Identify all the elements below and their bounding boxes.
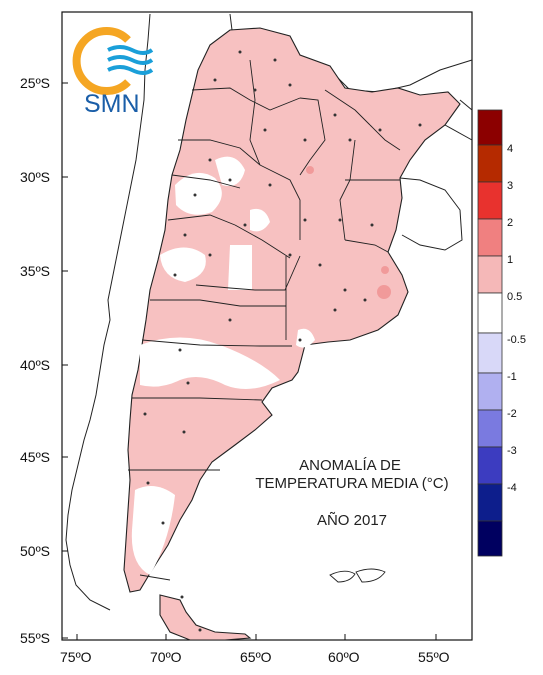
tierra-del-fuego — [159, 594, 252, 641]
legend-label: 2 — [507, 217, 513, 229]
lon-label: 75ºO — [60, 649, 92, 665]
legend-swatch — [477, 446, 503, 485]
lat-label: 55ºS — [20, 630, 50, 646]
lat-label: 30ºS — [20, 169, 50, 185]
legend-label: -3 — [507, 445, 517, 457]
legend-label: 4 — [507, 143, 513, 155]
lat-label: 25ºS — [20, 75, 50, 91]
logo-wave-2 — [107, 55, 154, 65]
lat-label: 50ºS — [20, 543, 50, 559]
warm-spots — [306, 166, 391, 299]
legend-swatch — [477, 372, 503, 411]
lat-label: 45ºS — [20, 449, 50, 465]
station-markers — [143, 50, 422, 632]
province-boundaries — [128, 59, 401, 581]
legend-colorbar — [477, 109, 503, 557]
argentina-fill — [123, 27, 461, 593]
logo-wave-3 — [107, 65, 154, 75]
legend-swatch — [477, 483, 503, 522]
legend-swatch — [477, 218, 503, 257]
lon-label: 60ºO — [328, 649, 360, 665]
legend-swatch — [477, 520, 503, 557]
lon-label: 70ºO — [150, 649, 182, 665]
legend-labels: 4 3 2 1 0.5 -0.5 -1 -2 -3 -4 — [507, 143, 526, 494]
lon-label: 55ºO — [418, 649, 450, 665]
legend-swatch — [477, 409, 503, 448]
map-title: ANOMALÍA DE TEMPERATURA MEDIA (°C) AÑO 2… — [255, 457, 448, 529]
legend-swatch — [477, 255, 503, 294]
lat-label: 35ºS — [20, 263, 50, 279]
logo-label: SMN — [84, 90, 140, 118]
malvinas-islands — [329, 568, 386, 583]
legend-label: 1 — [507, 254, 513, 266]
legend-swatch — [477, 181, 503, 220]
legend-swatch — [477, 144, 503, 183]
longitude-labels: 75ºO 70ºO 65ºO 60ºO 55ºO — [60, 649, 450, 665]
axis-ticks — [62, 82, 437, 640]
logo-orange-ring — [72, 27, 131, 95]
latitude-labels: 25ºS 30ºS 35ºS 40ºS 45ºS 50ºS 55ºS — [20, 75, 50, 646]
legend-swatch — [477, 332, 503, 374]
lon-label: 65ºO — [240, 649, 272, 665]
legend-swatch — [477, 109, 503, 146]
title-line-1: ANOMALÍA DE — [299, 457, 401, 474]
legend-label: -2 — [507, 408, 517, 420]
year-label: AÑO 2017 — [317, 512, 387, 529]
lat-label: 40ºS — [20, 357, 50, 373]
legend-label: -0.5 — [507, 334, 526, 346]
title-line-2: TEMPERATURA MEDIA (°C) — [255, 475, 448, 492]
legend-label: 0.5 — [507, 291, 522, 303]
legend-label: 3 — [507, 180, 513, 192]
smn-logo: SMN — [72, 27, 154, 118]
argentina-territory — [123, 27, 461, 641]
neutral-anomaly-patches — [131, 156, 315, 575]
logo-wave-1 — [107, 45, 154, 55]
legend-label: -4 — [507, 482, 517, 494]
legend-swatch — [477, 292, 503, 334]
legend-label: -1 — [507, 371, 517, 383]
